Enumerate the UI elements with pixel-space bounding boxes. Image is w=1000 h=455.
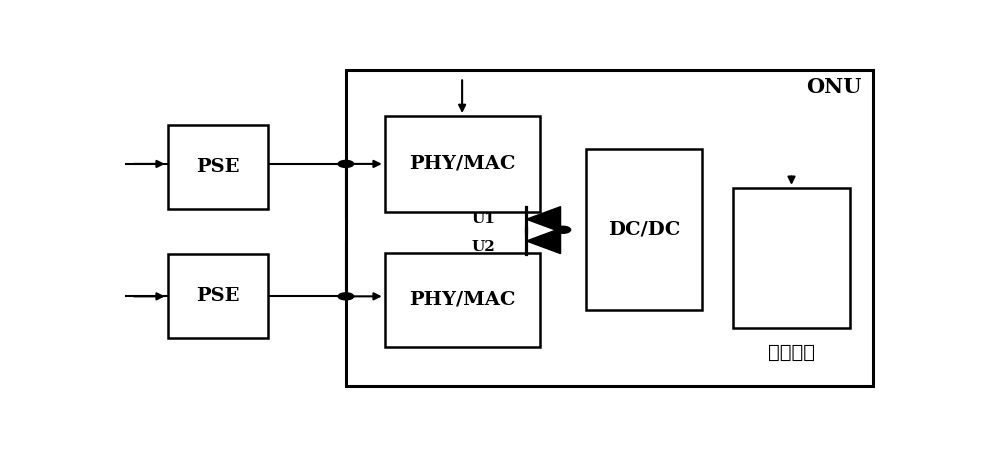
FancyBboxPatch shape bbox=[168, 254, 268, 339]
Circle shape bbox=[555, 226, 571, 233]
FancyBboxPatch shape bbox=[586, 149, 702, 310]
FancyBboxPatch shape bbox=[346, 71, 873, 386]
Text: U1: U1 bbox=[472, 212, 495, 226]
Text: DC/DC: DC/DC bbox=[608, 221, 680, 239]
Circle shape bbox=[338, 161, 354, 167]
FancyBboxPatch shape bbox=[168, 125, 268, 209]
Text: ONU: ONU bbox=[806, 77, 861, 97]
Text: PHY/MAC: PHY/MAC bbox=[409, 155, 515, 173]
FancyBboxPatch shape bbox=[733, 188, 850, 328]
Text: PSE: PSE bbox=[196, 158, 240, 176]
Text: U2: U2 bbox=[472, 240, 495, 254]
Polygon shape bbox=[526, 228, 561, 253]
Text: PSE: PSE bbox=[196, 288, 240, 305]
Text: PHY/MAC: PHY/MAC bbox=[409, 291, 515, 309]
Polygon shape bbox=[526, 207, 561, 232]
FancyBboxPatch shape bbox=[385, 116, 540, 212]
Text: 交换模块: 交换模块 bbox=[768, 344, 815, 362]
FancyBboxPatch shape bbox=[385, 253, 540, 347]
Circle shape bbox=[338, 293, 354, 300]
